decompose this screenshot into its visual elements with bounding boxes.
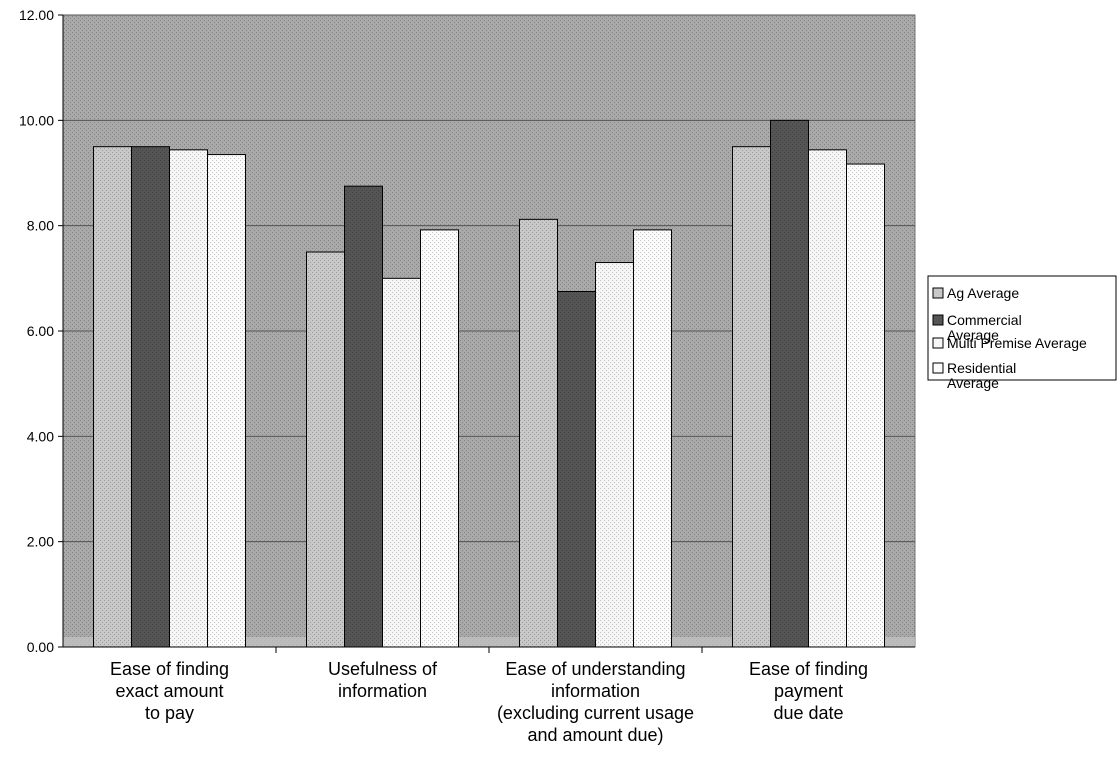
bar-texture	[306, 252, 345, 647]
x-tick-label: Ease of finding payment due date	[749, 659, 868, 723]
floor-band	[63, 637, 915, 647]
bar-texture	[557, 291, 596, 647]
y-tick-label: 2.00	[27, 534, 54, 550]
legend-swatch	[932, 314, 944, 326]
bar-texture	[732, 146, 771, 647]
bar-texture	[382, 278, 421, 647]
bar-texture	[519, 219, 558, 647]
bar-texture	[595, 262, 634, 647]
bar-texture	[131, 146, 170, 647]
bar-texture	[808, 149, 847, 647]
x-tick-label: Usefulness of information	[328, 659, 438, 701]
bar-texture	[344, 186, 383, 647]
y-tick-label: 6.00	[27, 323, 54, 339]
y-tick-label: 10.00	[19, 112, 54, 128]
axes: 0.00 2.00 4.00 6.00 8.00 10.00 12.00 Ease of fi…	[19, 7, 915, 745]
legend-label: Commercial Average	[947, 312, 1022, 343]
bar-texture	[770, 120, 809, 648]
bar-texture	[93, 146, 132, 647]
y-tick-label: 8.00	[27, 218, 54, 234]
legend-label: Residential Average	[947, 360, 1016, 391]
bar-texture	[633, 229, 672, 647]
legend-box	[927, 275, 1117, 381]
y-tick-label: 0.00	[27, 639, 54, 655]
bar-texture	[420, 229, 459, 647]
x-tick-label: Ease of finding exact amount to pay	[110, 659, 229, 723]
bar-texture	[169, 149, 208, 647]
legend-swatch	[932, 287, 944, 299]
legend-swatch	[932, 362, 944, 374]
legend-label: Multi Premise Average	[947, 335, 1087, 351]
x-tick-label: Ease of understanding information (excludi…	[497, 659, 694, 745]
legend-swatch	[932, 337, 944, 349]
y-tick-label: 4.00	[27, 428, 54, 444]
bars	[93, 119, 885, 648]
bar-texture	[207, 154, 246, 648]
bar-texture	[846, 164, 885, 647]
legend-label: Ag Average	[947, 285, 1019, 301]
y-tick-label: 12.00	[19, 7, 54, 23]
